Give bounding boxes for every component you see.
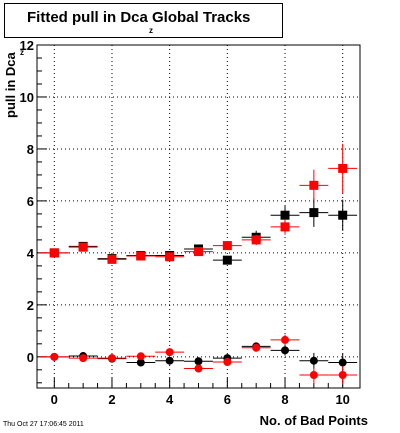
y-tick-label: 2 (27, 298, 34, 313)
data-point-square (280, 222, 290, 232)
y-tick-label: 0 (27, 350, 34, 365)
y-tick-label: 10 (20, 90, 34, 105)
data-point-square (194, 247, 203, 257)
data-point-square (78, 242, 88, 252)
data-point-square (165, 252, 175, 262)
data-point-circle (136, 352, 145, 361)
x-tick-label: 6 (224, 392, 231, 407)
x-tick-label: 8 (281, 392, 288, 407)
data-point-square (136, 251, 146, 261)
data-point-circle (50, 352, 59, 361)
y-tick-label: 6 (27, 194, 34, 209)
x-tick-label: 10 (335, 392, 349, 407)
data-marks (39, 143, 358, 385)
axis-ticks (37, 44, 344, 388)
y-tick-label: 12 (20, 38, 34, 53)
data-point-square (309, 208, 319, 218)
data-point-square (107, 254, 117, 264)
tick-labels: 0 2 4 6 8 10 0 2 4 6 8 10 12 (20, 38, 350, 407)
data-point-square (280, 210, 290, 220)
x-tick-label: 0 (51, 392, 58, 407)
data-point-circle (136, 358, 145, 367)
title-subscript: z (149, 26, 153, 35)
y-tick-label: 4 (27, 246, 35, 261)
data-point-square (222, 255, 232, 265)
data-point-square (251, 235, 261, 245)
data-point-square (222, 241, 232, 251)
x-axis-label: No. of Bad Points (259, 413, 368, 428)
y-axis-label: pull in Dca (3, 52, 18, 118)
data-point-square (49, 248, 59, 258)
data-point-square (338, 163, 348, 173)
data-point-square (309, 180, 319, 190)
x-tick-label: 4 (166, 392, 174, 407)
data-point-circle (79, 354, 88, 363)
data-point-circle (281, 335, 290, 344)
data-point-circle (338, 358, 347, 367)
data-point-circle (309, 371, 318, 380)
x-tick-label: 2 (108, 392, 115, 407)
data-point-circle (165, 356, 174, 365)
data-point-circle (194, 364, 203, 373)
data-point-circle (281, 346, 290, 355)
data-point-circle (223, 358, 232, 367)
data-point-square (338, 210, 348, 220)
data-point-circle (309, 356, 318, 365)
timestamp: Thu Oct 27 17:06:45 2011 (3, 421, 84, 428)
data-point-circle (252, 343, 261, 352)
data-point-circle (194, 357, 203, 366)
title-box: Fitted pull in Dca Global Tracks z (4, 3, 283, 38)
y-axis-label-subscript: z (20, 48, 24, 57)
data-point-circle (107, 354, 116, 363)
y-tick-label: 8 (27, 142, 34, 157)
data-point-circle (165, 348, 174, 357)
chart-title: Fitted pull in Dca Global Tracks (27, 9, 251, 26)
data-point-circle (338, 371, 347, 380)
